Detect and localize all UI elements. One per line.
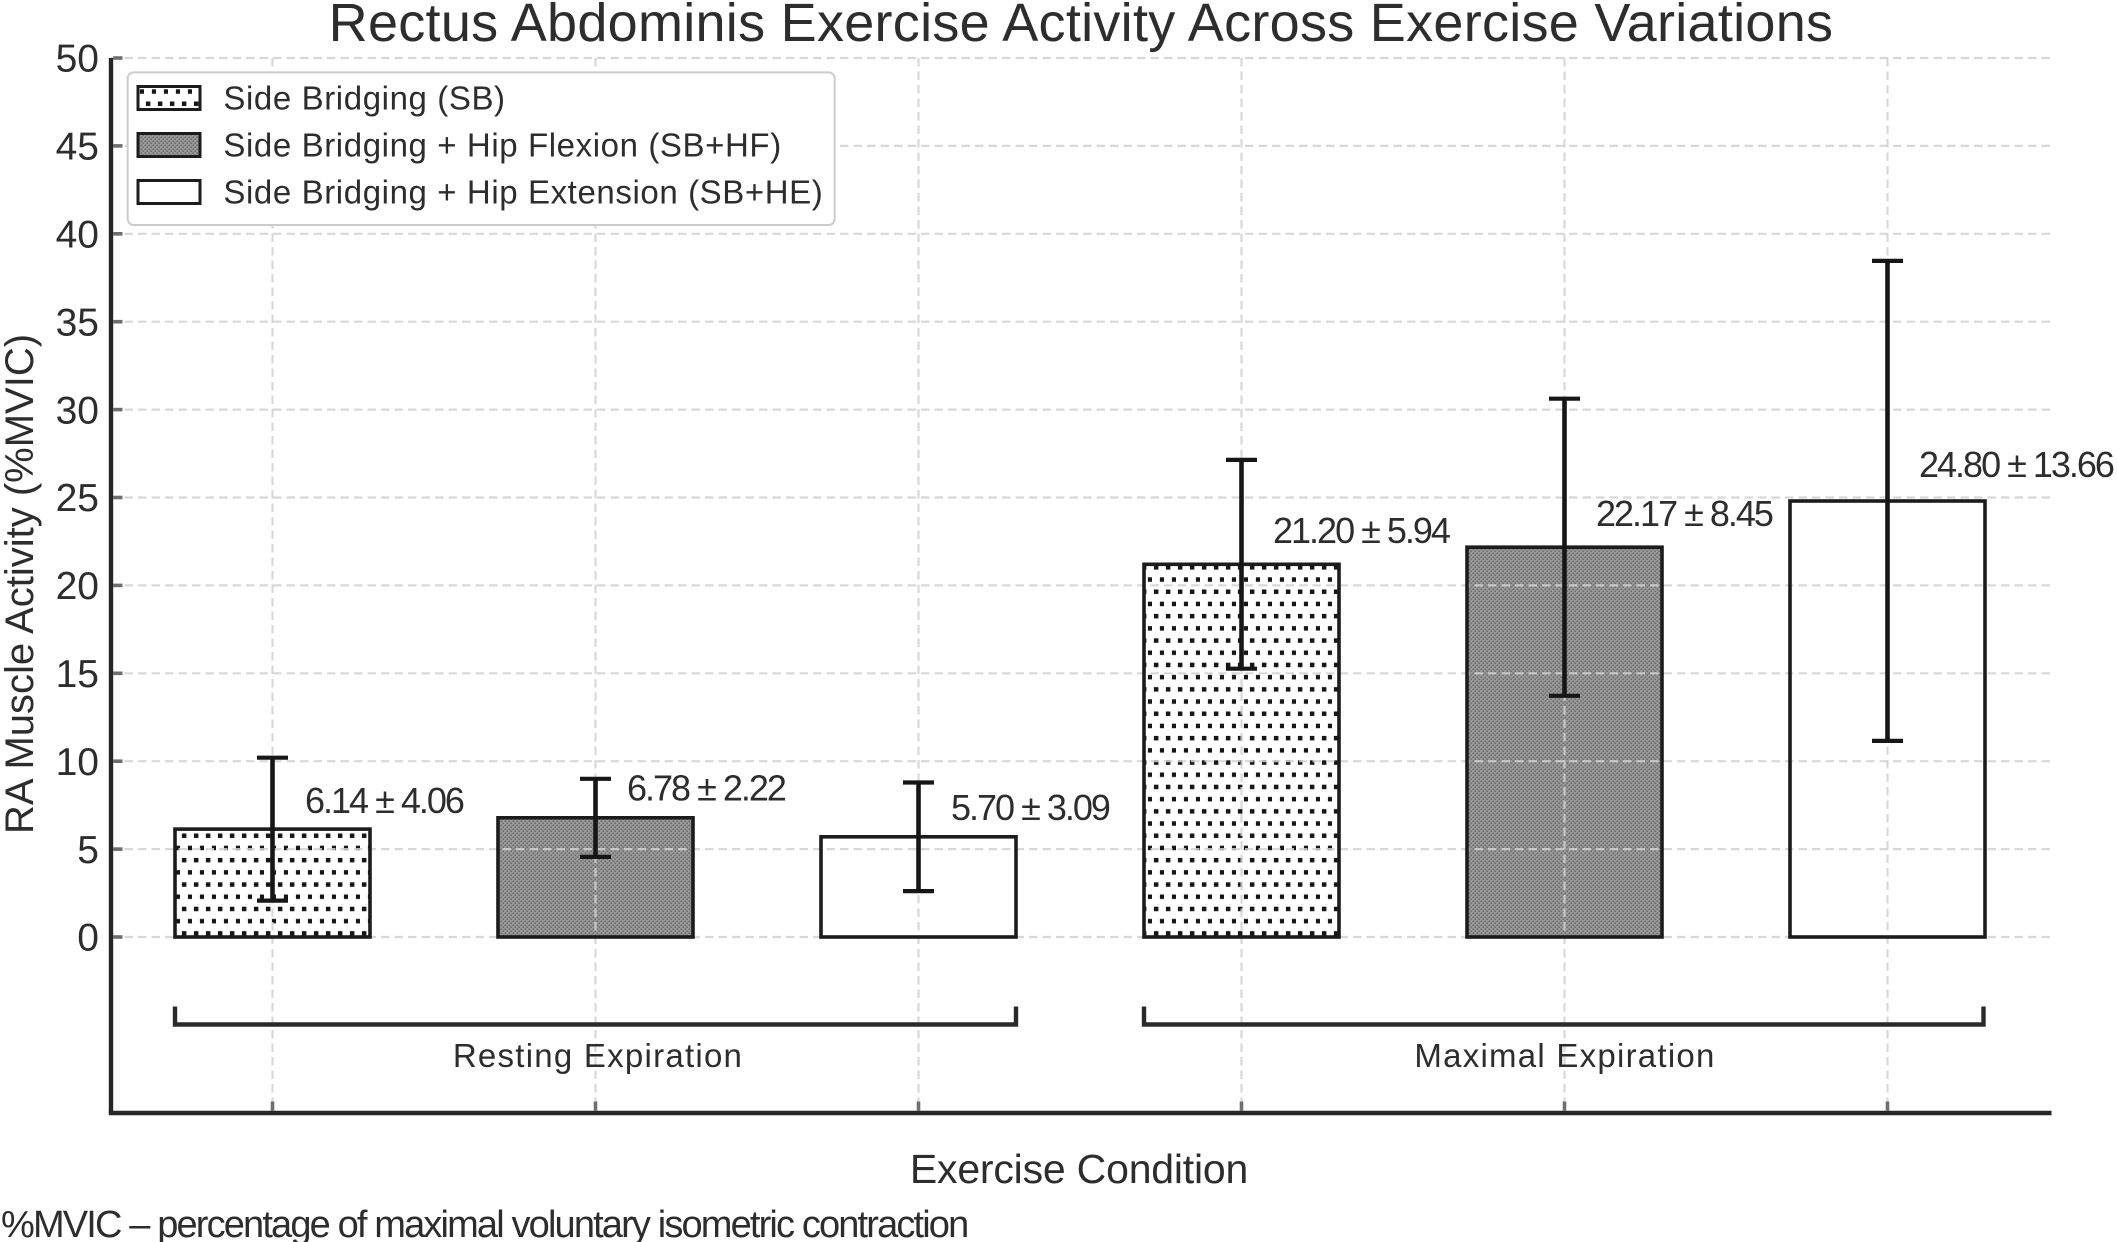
svg-text:RA Muscle Activity (%MVIC): RA Muscle Activity (%MVIC) (0, 334, 42, 834)
svg-text:22.17 ± 8.45: 22.17 ± 8.45 (1596, 493, 1773, 534)
svg-text:25: 25 (56, 477, 99, 520)
svg-text:5: 5 (77, 829, 99, 872)
svg-text:5.70 ± 3.09: 5.70 ± 3.09 (951, 787, 1110, 828)
svg-text:10: 10 (56, 741, 99, 784)
svg-text:20: 20 (56, 565, 99, 608)
svg-text:40: 40 (56, 214, 99, 257)
svg-text:24.80 ± 13.66: 24.80 ± 13.66 (1919, 444, 2114, 485)
svg-text:21.20 ± 5.94: 21.20 ± 5.94 (1273, 510, 1450, 551)
svg-text:50: 50 (56, 38, 99, 81)
svg-text:6.78 ± 2.22: 6.78 ± 2.22 (627, 768, 786, 809)
svg-text:Maximal Expiration: Maximal Expiration (1414, 1037, 1715, 1074)
svg-text:35: 35 (56, 301, 99, 344)
svg-text:Exercise Condition: Exercise Condition (910, 1146, 1248, 1192)
svg-text:Side Bridging + Hip Extension: Side Bridging + Hip Extension (SB+HE) (223, 174, 823, 211)
svg-text:0: 0 (77, 917, 99, 960)
svg-text:%MVIC – percentage of maximal: %MVIC – percentage of maximal voluntary … (1, 1204, 967, 1242)
svg-text:6.14 ± 4.06: 6.14 ± 4.06 (305, 780, 464, 821)
svg-text:15: 15 (56, 653, 99, 696)
svg-text:Resting Expiration: Resting Expiration (453, 1037, 743, 1074)
svg-text:Side Bridging (SB): Side Bridging (SB) (223, 80, 505, 117)
svg-text:Side Bridging + Hip Flexion (S: Side Bridging + Hip Flexion (SB+HF) (223, 127, 781, 164)
svg-text:Rectus Abdominis Exercise Acti: Rectus Abdominis Exercise Activity Acros… (329, 0, 1834, 53)
svg-text:45: 45 (56, 126, 99, 169)
svg-text:30: 30 (56, 389, 99, 432)
